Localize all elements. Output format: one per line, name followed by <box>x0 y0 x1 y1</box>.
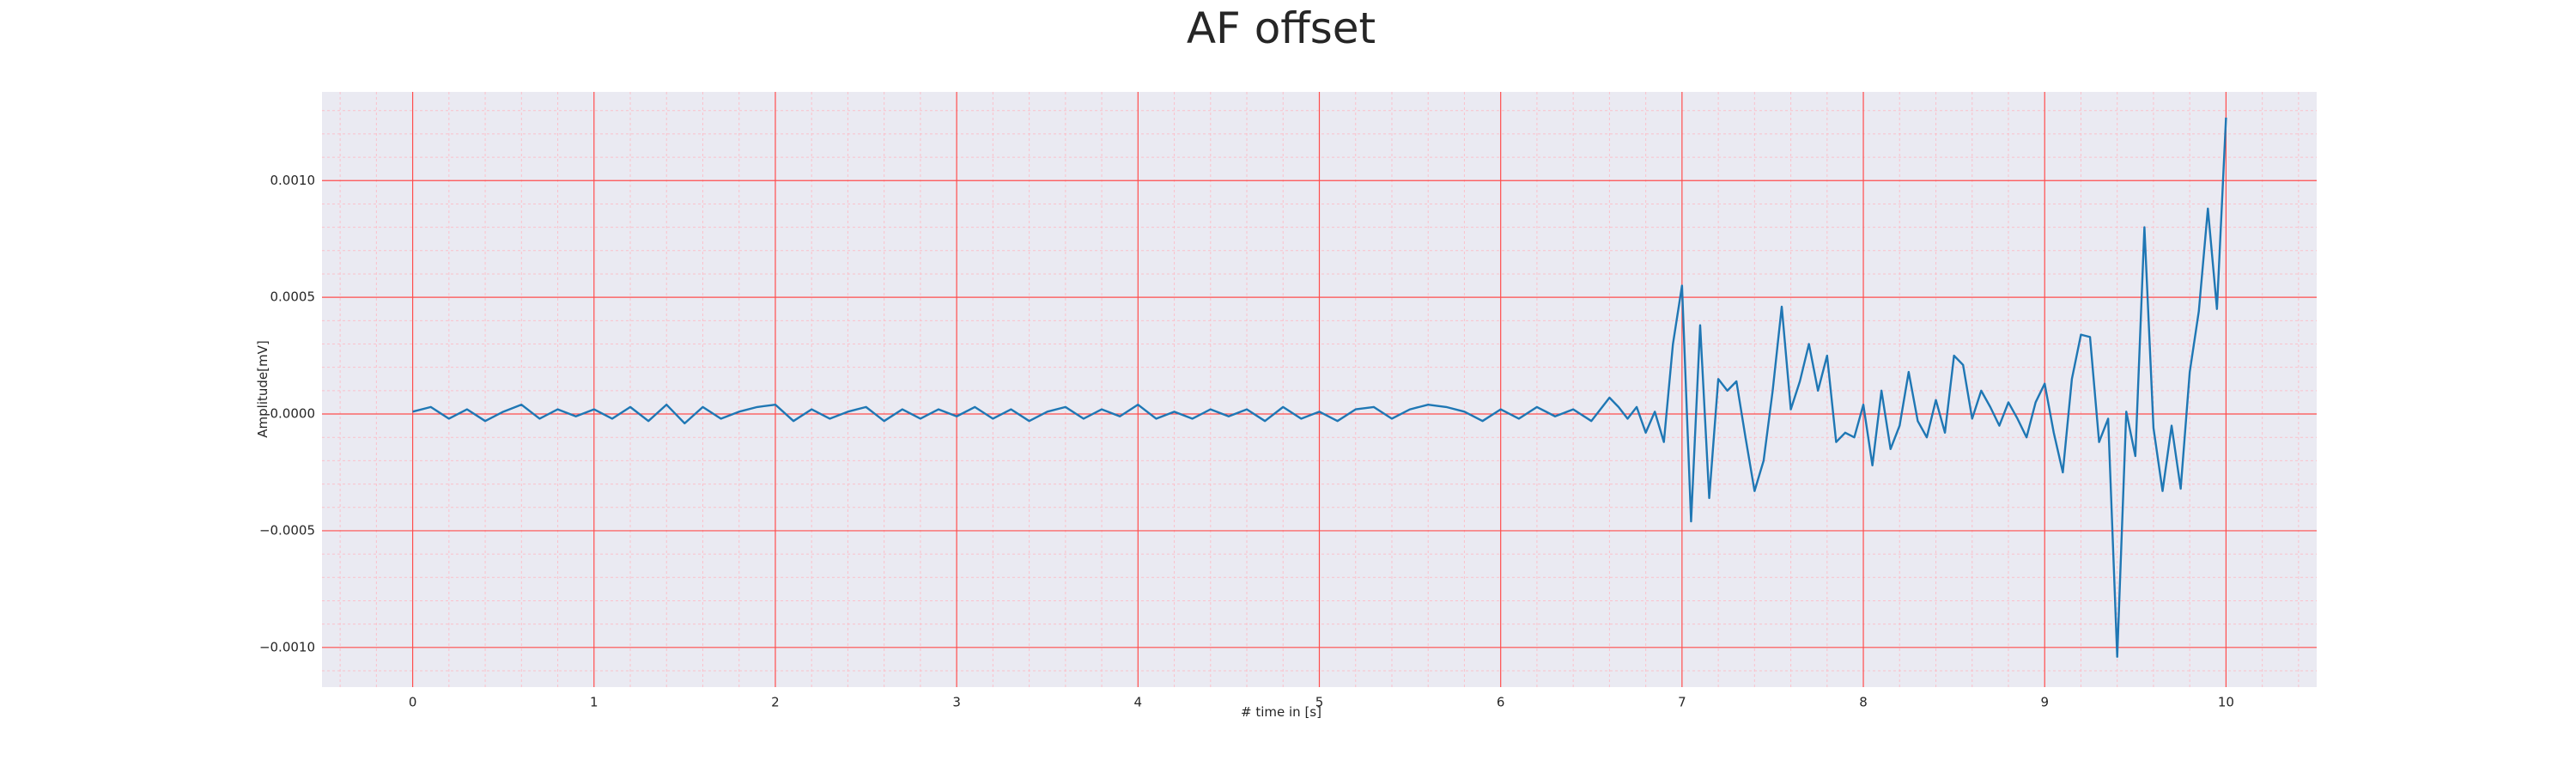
x-tick-label: 0 <box>409 695 417 710</box>
chart-title: AF offset <box>1187 3 1376 53</box>
x-axis-label: # time in [s] <box>1241 704 1321 720</box>
x-tick-label: 1 <box>590 695 598 710</box>
x-tick-label: 8 <box>1859 695 1868 710</box>
y-tick-label: −0.0010 <box>259 639 315 654</box>
x-tick-label: 6 <box>1497 695 1505 710</box>
data-line <box>412 117 2227 658</box>
y-tick-label: 0.0000 <box>270 406 316 422</box>
x-tick-label: 10 <box>2218 695 2234 710</box>
x-tick-label: 4 <box>1134 695 1143 710</box>
x-tick-label: 5 <box>1315 695 1324 710</box>
x-tick-label: 2 <box>771 695 780 710</box>
y-axis-label: Amplitude[mV] <box>255 340 270 437</box>
x-tick-label: 9 <box>2040 695 2049 710</box>
y-tick-label: −0.0005 <box>259 522 315 538</box>
y-tick-label: 0.0005 <box>270 289 316 305</box>
y-tick-label: 0.0010 <box>270 173 316 188</box>
x-tick-label: 7 <box>1678 695 1686 710</box>
x-tick-label: 3 <box>952 695 961 710</box>
